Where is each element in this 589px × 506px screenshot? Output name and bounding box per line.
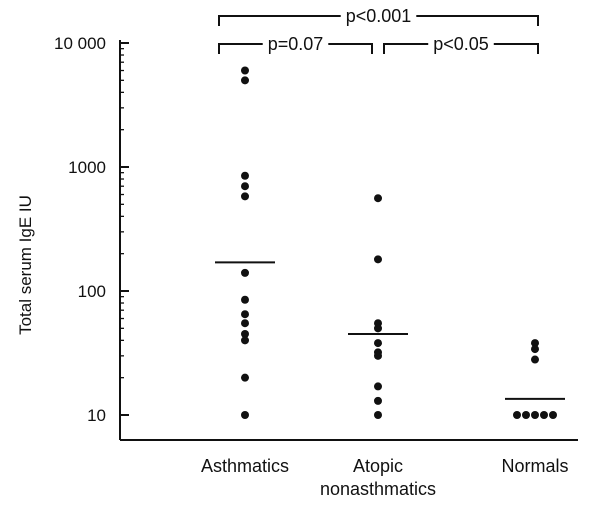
data-point bbox=[241, 373, 249, 382]
data-point bbox=[241, 411, 249, 419]
data-point bbox=[531, 339, 539, 348]
data-point bbox=[241, 171, 249, 180]
y-tick-label: 100 bbox=[78, 282, 106, 301]
data-point bbox=[522, 411, 530, 419]
data-point bbox=[241, 268, 249, 277]
y-tick-label: 10 000 bbox=[54, 34, 106, 53]
category-label: Normals bbox=[501, 456, 568, 476]
p-value-label: p<0.001 bbox=[346, 6, 412, 26]
bracket-line-left bbox=[218, 43, 263, 54]
data-point bbox=[374, 255, 382, 264]
significance-brackets: p<0.001 p=0.07 p<0.05 bbox=[218, 6, 539, 54]
data-point bbox=[241, 66, 249, 75]
data-point bbox=[241, 76, 249, 85]
data-point bbox=[549, 411, 557, 419]
data-point bbox=[531, 355, 539, 364]
category-label: Asthmatics bbox=[201, 456, 289, 476]
y-tick-label: 10 bbox=[87, 406, 106, 425]
bracket-line-right bbox=[493, 43, 539, 54]
data-point bbox=[374, 324, 382, 333]
y-axis-label: Total serum IgE IU bbox=[16, 195, 35, 335]
data-point bbox=[531, 345, 539, 354]
bracket-line-right bbox=[416, 15, 539, 26]
data-point bbox=[374, 194, 382, 203]
data-point bbox=[374, 339, 382, 348]
bracket-line-left bbox=[383, 43, 429, 54]
data-point bbox=[374, 396, 382, 405]
data-points bbox=[241, 66, 557, 419]
category-labels: Asthmatics Atopic nonasthmatics Normals bbox=[201, 456, 569, 499]
data-point bbox=[374, 382, 382, 391]
data-point bbox=[374, 411, 382, 419]
y-ticks: 10 100 1000 10 000 bbox=[54, 34, 129, 425]
median-lines bbox=[215, 261, 565, 400]
category-label: nonasthmatics bbox=[320, 479, 436, 499]
data-point bbox=[241, 330, 249, 339]
p-value-label: p<0.05 bbox=[433, 34, 489, 54]
data-point bbox=[531, 411, 539, 419]
p-value-label: p=0.07 bbox=[268, 34, 324, 54]
data-point bbox=[241, 182, 249, 191]
data-point bbox=[540, 411, 548, 419]
data-point bbox=[241, 319, 249, 328]
bracket-line-right bbox=[328, 43, 373, 54]
bracket-line-left bbox=[218, 15, 341, 26]
data-point bbox=[374, 351, 382, 360]
data-point bbox=[513, 411, 521, 419]
axes bbox=[119, 40, 578, 441]
data-point bbox=[241, 336, 249, 345]
data-point bbox=[241, 310, 249, 319]
category-label: Atopic bbox=[353, 456, 403, 476]
data-point bbox=[241, 192, 249, 201]
data-point bbox=[241, 295, 249, 304]
y-tick-label: 1000 bbox=[68, 158, 106, 177]
